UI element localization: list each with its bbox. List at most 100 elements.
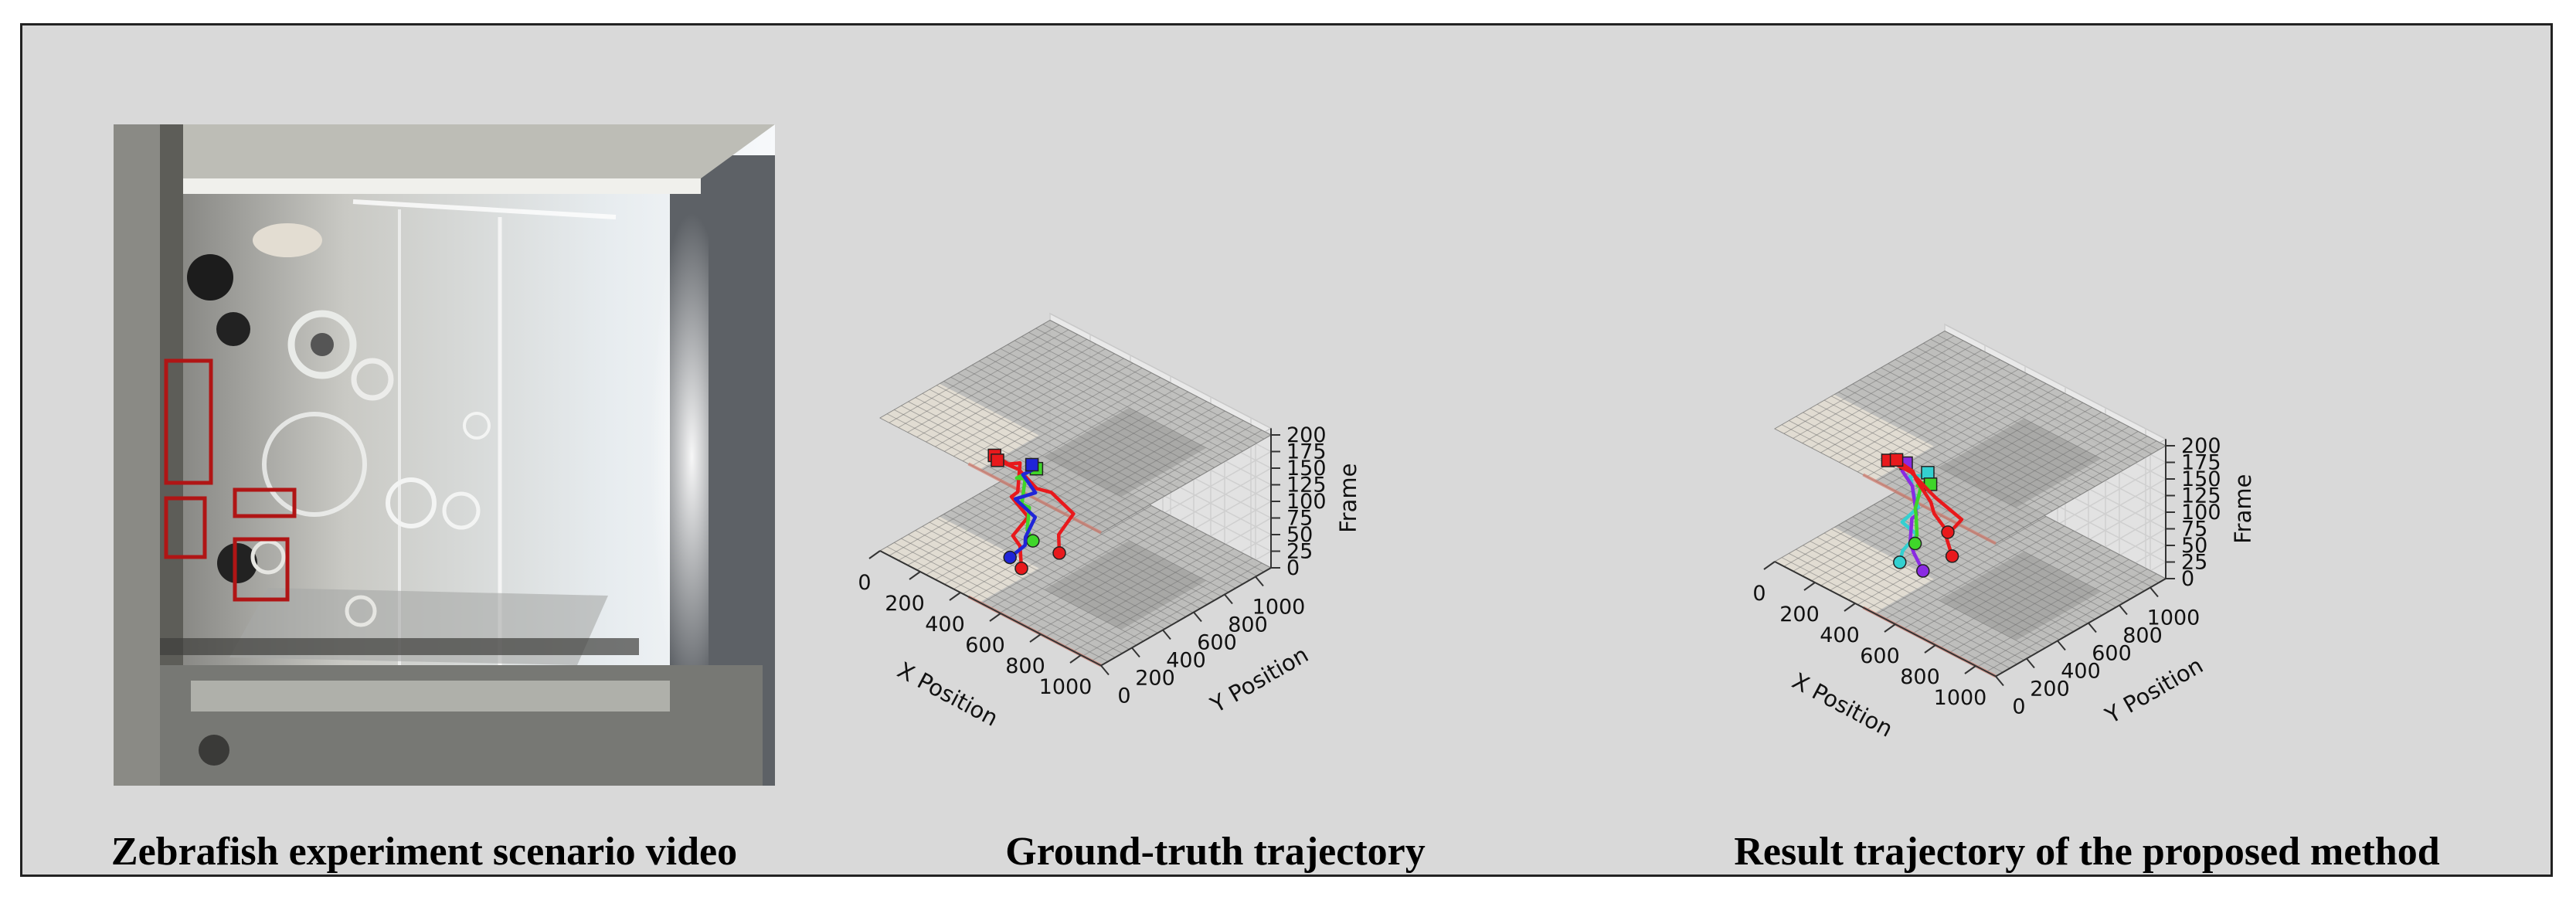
x-tick-label: 800 — [1900, 665, 1940, 689]
y-tick-mark — [2149, 586, 2159, 598]
plane-grid-line — [1968, 564, 2139, 663]
plane-grid-line — [1986, 573, 2157, 672]
x-tick-mark — [1924, 644, 1936, 654]
fish-bbox — [233, 487, 297, 518]
trajectory-line — [994, 453, 1030, 569]
plane-grid-line — [1916, 347, 2138, 463]
x-axis-label: X Position — [1788, 667, 1897, 742]
x-tick-mark — [868, 550, 881, 559]
y-tick-mark — [1995, 675, 2004, 687]
z-tick-label: 50 — [2181, 534, 2207, 558]
plane-edge-accent — [1862, 473, 1997, 545]
z-tick-label: 200 — [2181, 434, 2221, 458]
y-tick-mark — [1255, 576, 1264, 587]
trajectory-start-marker — [1003, 550, 1017, 565]
x-tick-mark — [1844, 603, 1856, 612]
aquarium-illustration — [114, 124, 775, 786]
y-tick-label: 800 — [1228, 613, 1268, 637]
y-tick-label: 200 — [1135, 667, 1175, 691]
y-axis-line — [1100, 567, 1272, 667]
x-tick-label: 400 — [925, 613, 965, 637]
plane-grid-line — [1976, 569, 2148, 667]
plane-grid-line — [1091, 562, 1263, 661]
plane-grid-line — [1937, 335, 2160, 450]
y-axis-line — [1995, 578, 2166, 678]
plane-grid-line — [1968, 431, 2139, 530]
z-tick-label: 150 — [2181, 467, 2221, 491]
fish-bbox — [164, 358, 213, 485]
z-axis-label: Frame — [2230, 474, 2256, 544]
y-tick-mark — [1100, 664, 1110, 676]
z-tick-label: 25 — [2181, 551, 2207, 575]
y-tick-label: 600 — [2092, 642, 2132, 666]
z-tick-label: 75 — [2181, 518, 2207, 542]
x-tick-label: 800 — [1005, 654, 1045, 678]
y-tick-mark — [1224, 593, 1233, 605]
trajectory-end-marker — [991, 453, 1004, 467]
trajectory-start-marker — [1052, 546, 1066, 560]
plane-grid-line — [1035, 328, 1257, 443]
trajectory-start-marker — [1916, 564, 1930, 578]
x-tick-label: 600 — [965, 633, 1005, 657]
x-tick-mark — [989, 613, 1001, 622]
plane-grid-line — [1028, 331, 1250, 448]
y-tick-label: 0 — [1117, 684, 1130, 708]
trajectory-start-marker — [1014, 562, 1028, 576]
plane-grid-line — [1100, 434, 1272, 533]
y-tick-label: 800 — [2122, 624, 2163, 648]
trajectory-start-marker — [1893, 555, 1907, 569]
y-tick-mark — [2088, 622, 2097, 633]
z-tick-label: 0 — [1286, 556, 1300, 580]
trajectory-start-marker — [1908, 536, 1922, 551]
y-tick-label: 400 — [2061, 660, 2101, 684]
caption-scenario: Zebrafish experiment scenario video — [110, 830, 738, 874]
y-tick-mark — [1131, 647, 1140, 658]
plane-grid-line — [1930, 338, 2152, 454]
z-tick-label: 75 — [1286, 507, 1313, 531]
x-tick-label: 200 — [885, 592, 925, 616]
plane-edge-accent — [967, 462, 1102, 535]
y-tick-label: 1000 — [2147, 606, 2200, 630]
plane-grid-line — [1042, 324, 1265, 440]
trajectory-start-marker — [1945, 549, 1959, 563]
z-tick-label: 125 — [1286, 474, 1327, 498]
fish-bbox — [233, 537, 290, 602]
x-tick-mark — [1763, 561, 1776, 570]
z-tick-label: 175 — [2181, 451, 2221, 475]
fish-bbox — [164, 496, 207, 559]
x-axis-line — [879, 550, 1102, 667]
trajectory-end-marker — [1025, 457, 1039, 472]
plane-grid-line — [1986, 440, 2157, 539]
x-axis-line — [1774, 561, 1997, 678]
z-tick-label: 200 — [1286, 423, 1327, 447]
x-tick-mark — [1803, 582, 1816, 591]
x-tick-mark — [909, 571, 921, 580]
plane-grid-line — [1995, 445, 2166, 544]
y-tick-label: 400 — [1166, 649, 1206, 673]
z-tick-label: 100 — [1286, 490, 1327, 514]
plane-grid-line — [1073, 553, 1244, 652]
figure-frame: 0 200 400 600 800 1000 0 200 400 600 800 1000 0 25 50 7… — [20, 23, 2553, 877]
y-tick-mark — [1193, 611, 1202, 623]
plane-grid-line — [1082, 558, 1253, 657]
trajectory-line — [1895, 458, 1949, 534]
y-tick-mark — [2026, 657, 2035, 669]
y-tick-label: 200 — [2030, 678, 2070, 701]
z-tick-label: 150 — [1286, 457, 1327, 481]
x-tick-mark — [1029, 633, 1042, 643]
x-tick-label: 1000 — [1039, 675, 1093, 699]
x-tick-mark — [1884, 623, 1896, 633]
x-tick-label: 200 — [1779, 603, 1820, 627]
trajectory-end-marker — [1921, 466, 1935, 480]
zebrafish-scenario-photo — [114, 124, 775, 786]
caption-ground-truth: Ground-truth trajectory — [1005, 830, 1426, 874]
z-tick-label: 125 — [2181, 484, 2221, 508]
z-tick-label: 100 — [2181, 501, 2221, 525]
plane-grid-line — [1944, 331, 2166, 447]
x-tick-mark — [949, 592, 961, 601]
plane-grid-line — [1091, 430, 1263, 528]
y-tick-label: 0 — [2012, 695, 2025, 719]
